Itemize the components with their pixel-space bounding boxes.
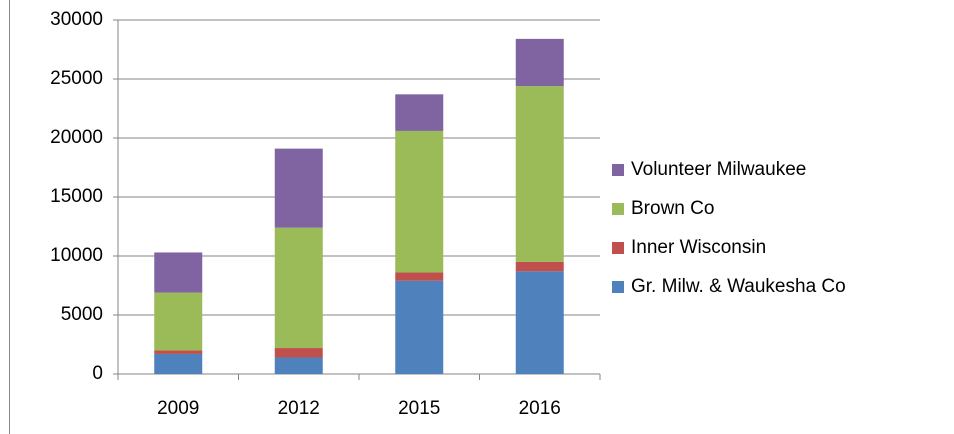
bar-segment	[154, 252, 203, 293]
bar-segment	[515, 38, 564, 87]
bar-segment	[154, 292, 203, 351]
bar-segment	[274, 148, 323, 228]
legend-label: Volunteer Milwaukee	[631, 159, 806, 180]
bar-segment	[395, 272, 444, 281]
y-tick-label: 15000	[50, 186, 103, 207]
y-tick-label: 5000	[61, 304, 103, 325]
y-tick-label: 0	[92, 363, 103, 384]
bar-segment	[274, 357, 323, 374]
legend-swatch	[612, 203, 624, 215]
legend-label: Brown Co	[631, 198, 714, 219]
bar-segment	[395, 280, 444, 374]
legend-swatch	[612, 164, 624, 176]
bar-segment	[274, 227, 323, 349]
bar-segment	[395, 130, 444, 273]
legend-label: Inner Wisconsin	[631, 237, 766, 258]
legend-label: Gr. Milw. & Waukesha Co	[631, 276, 846, 297]
x-tick-label: 2009	[157, 398, 199, 419]
bar-segment	[154, 353, 203, 374]
bar-segment	[515, 261, 564, 272]
bar-segment	[274, 348, 323, 358]
y-tick-label: 10000	[50, 245, 103, 266]
x-tick-label: 2016	[519, 398, 561, 419]
bar-segment	[395, 94, 444, 131]
y-tick-label: 25000	[50, 68, 103, 89]
x-tick-label: 2015	[398, 398, 440, 419]
x-tick-label: 2012	[278, 398, 320, 419]
y-tick-label: 20000	[50, 127, 103, 148]
legend-swatch	[612, 281, 624, 293]
legend-swatch	[612, 242, 624, 254]
bar-segment	[515, 271, 564, 374]
bar-segment	[515, 86, 564, 262]
bar-segment	[154, 350, 203, 354]
y-tick-label: 30000	[50, 9, 103, 30]
